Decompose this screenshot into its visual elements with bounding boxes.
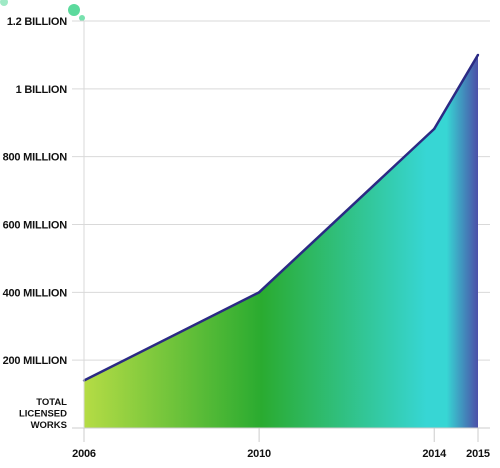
y-tick-label: 600 MILLION	[3, 220, 68, 232]
decor-dot	[79, 15, 85, 21]
decor-dot	[0, 0, 8, 6]
y-axis-label: TOTAL LICENSED WORKS	[19, 397, 67, 431]
y-axis-label-line: WORKS	[31, 420, 67, 431]
x-tick-label: 2014	[422, 448, 447, 460]
decorative-dots	[0, 0, 85, 21]
x-tick-label: 2015	[466, 448, 490, 460]
data-point	[257, 291, 261, 294]
y-tick-label: 1.2 BILLION	[7, 16, 67, 28]
data-point	[476, 53, 480, 57]
y-tick-label: 400 MILLION	[3, 287, 68, 299]
y-tick-label: 200 MILLION	[3, 355, 68, 367]
series-line	[83, 54, 480, 382]
y-axis-label-line: LICENSED	[19, 409, 67, 420]
area-series	[82, 53, 480, 429]
y-tick-label: 800 MILLION	[3, 152, 68, 164]
y-axis-label-line: TOTAL	[36, 397, 67, 408]
decor-dot	[68, 4, 80, 16]
data-point	[433, 127, 436, 131]
x-tick-labels: 2006 2010 2014 2015	[72, 448, 490, 460]
axes	[72, 21, 490, 442]
x-tick-label: 2010	[247, 448, 271, 460]
y-tick-labels: 200 MILLION 400 MILLION 600 MILLION 800 MIL…	[3, 16, 68, 367]
area-fill	[84, 54, 478, 429]
y-tick-label: 1 BILLION	[16, 84, 68, 96]
x-tick-label: 2006	[72, 448, 96, 460]
